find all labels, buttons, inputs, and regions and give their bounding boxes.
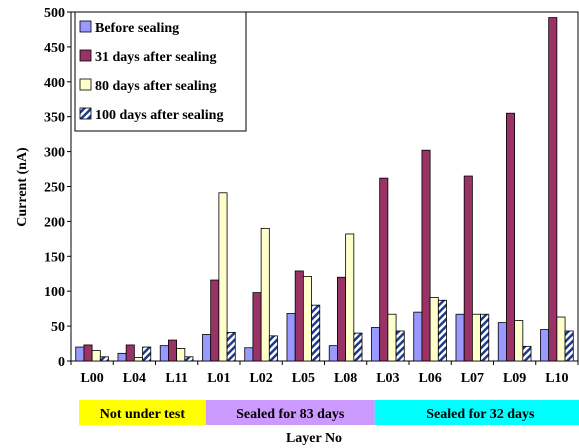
bar [218, 192, 228, 362]
bar [184, 356, 194, 362]
bar [83, 344, 93, 362]
legend-swatch [79, 20, 92, 33]
bar [168, 339, 178, 362]
legend-label: 80 days after sealing [95, 79, 216, 94]
group-bands: Not under test Sealed for 83 days Sealed f… [79, 400, 579, 425]
y-tick-label: 300 [44, 146, 65, 161]
bar [429, 297, 439, 362]
group-label: Not under test [100, 407, 186, 422]
group-band [374, 400, 579, 425]
bar [345, 233, 355, 362]
legend-box [74, 11, 247, 132]
bar [395, 330, 405, 362]
legend-swatch [79, 78, 92, 91]
y-tick-label: 100 [44, 285, 65, 300]
x-tick-label: L09 [503, 371, 526, 386]
bar [133, 357, 143, 362]
bar [387, 313, 397, 362]
bar [379, 177, 389, 362]
bar [556, 316, 566, 362]
bar [421, 149, 431, 362]
axes: 0 50 100 150 200 250 300 350 400 450 500 [44, 6, 579, 370]
x-tick-label: L00 [80, 371, 103, 386]
bar [252, 292, 262, 362]
bar [117, 352, 127, 362]
category-labels: L00 L04 L11 L01 L02 L05 L08 L03 L06 L07 L09 L10 [80, 371, 568, 386]
y-tick-label: 400 [44, 76, 65, 91]
bar [540, 329, 550, 362]
bar [99, 356, 109, 362]
bar [125, 344, 135, 362]
group-label: Sealed for 83 days [236, 407, 345, 422]
y-tick-label: 450 [44, 41, 65, 56]
x-tick-label: L04 [123, 371, 146, 386]
bar [463, 175, 473, 362]
y-tick-label: 350 [44, 111, 65, 126]
bar [506, 112, 516, 362]
bar [286, 313, 296, 362]
bar [302, 276, 312, 362]
x-tick-label: L11 [165, 371, 188, 386]
group-label: Sealed for 32 days [426, 407, 535, 422]
bar [455, 313, 465, 362]
bar [480, 313, 490, 362]
bar [142, 346, 152, 362]
bar [522, 345, 532, 362]
x-tick-label: L10 [545, 371, 568, 386]
legend: Before sealing 31 days after sealing 80 da… [74, 11, 247, 132]
bars [75, 17, 574, 362]
bar [311, 304, 321, 362]
y-axis-title: Current (nA) [15, 147, 30, 227]
bar [176, 348, 186, 362]
legend-label: 31 days after sealing [95, 50, 216, 65]
bar [226, 331, 236, 362]
bar [244, 347, 254, 362]
x-tick-label: L05 [292, 371, 315, 386]
y-tick-label: 500 [44, 6, 65, 21]
bar [564, 330, 574, 362]
bar [353, 332, 363, 362]
bar [328, 345, 338, 362]
y-tick-label: 150 [44, 250, 65, 265]
bar [91, 350, 101, 362]
y-tick-label: 200 [44, 215, 65, 230]
bar [159, 345, 169, 362]
group-band [79, 400, 206, 425]
bar [75, 346, 85, 362]
x-axis-title: Layer No [286, 431, 342, 446]
y-tick-label: 50 [51, 320, 65, 335]
x-tick-label: L03 [376, 371, 399, 386]
bar [437, 299, 447, 362]
bar [514, 320, 524, 362]
x-tick-label: L02 [249, 371, 272, 386]
bar [260, 227, 270, 362]
bar [268, 335, 278, 362]
x-tick-label: L08 [334, 371, 357, 386]
y-tick-label: 0 [58, 355, 65, 370]
x-tick-label: L01 [207, 371, 230, 386]
bar [210, 279, 220, 362]
x-tick-label: L07 [461, 371, 484, 386]
x-tick-label: L06 [418, 371, 441, 386]
bar [337, 276, 347, 362]
bar [413, 311, 423, 362]
bar [371, 327, 381, 362]
bar [471, 313, 481, 362]
legend-label: Before sealing [95, 21, 179, 36]
bar [548, 17, 558, 362]
legend-label: 100 days after sealing [95, 108, 223, 123]
bar [294, 270, 304, 362]
bar [202, 334, 212, 362]
group-band [205, 400, 375, 425]
y-tick-label: 250 [44, 181, 65, 196]
legend-swatch [79, 107, 92, 120]
bar [497, 322, 507, 362]
legend-swatch [79, 49, 92, 62]
